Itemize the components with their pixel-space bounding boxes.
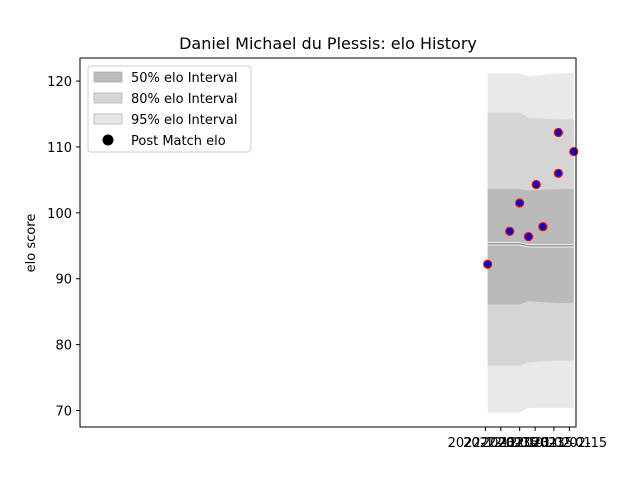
x-tick-label: 2023-01-01 xyxy=(482,436,558,451)
y-tick-label: 100 xyxy=(47,207,72,222)
legend-label: Post Match elo xyxy=(131,134,226,149)
legend-swatch xyxy=(93,92,123,104)
post-match-elo-point xyxy=(569,146,579,157)
axes-frame xyxy=(79,57,577,428)
legend-box xyxy=(87,65,252,153)
axes: 70 80 90 100 110 120 2022-12-012022-12-152023-… xyxy=(47,57,608,451)
y-tick-label: 120 xyxy=(47,75,72,90)
legend-label: 50% elo Interval xyxy=(131,71,238,86)
plot-area xyxy=(483,73,579,413)
y-tick-label: 70 xyxy=(55,405,72,420)
legend-label: 95% elo Interval xyxy=(131,113,238,128)
legend-marker-post-match xyxy=(102,134,114,146)
post-match-elo-point xyxy=(505,226,515,236)
y-axis-label: elo score xyxy=(24,214,39,273)
y-tick-label: 90 xyxy=(55,273,72,288)
post-match-elo-point xyxy=(531,179,541,190)
post-match-elo-point xyxy=(538,222,548,232)
legend-swatch xyxy=(93,113,123,125)
legend: 50% elo Interval 80% elo Interval 95% elo … xyxy=(87,65,252,153)
post-match-elo-point xyxy=(483,259,493,269)
x-tick-label: 2022-12-01 xyxy=(448,436,524,451)
x-tick-label: 2022-12-15 xyxy=(463,436,539,451)
post-match-elo-point xyxy=(515,198,525,208)
y-tick-label: 80 xyxy=(55,339,72,354)
chart-title: Daniel Michael du Plessis: elo History xyxy=(179,34,477,53)
post-match-elo-point xyxy=(553,127,563,138)
legend-label: 80% elo Interval xyxy=(131,92,238,107)
y-tick-label: 110 xyxy=(47,141,72,156)
post-match-elo-point xyxy=(553,168,563,178)
median-elo-line xyxy=(487,243,574,247)
x-tick-label: 2023-01-15 xyxy=(497,436,573,451)
x-tick-label: 2023-02-15 xyxy=(532,436,608,451)
legend-swatch xyxy=(93,71,123,83)
post-match-elo-point xyxy=(523,231,534,242)
x-tick-label: 2023-02-01 xyxy=(516,436,592,451)
